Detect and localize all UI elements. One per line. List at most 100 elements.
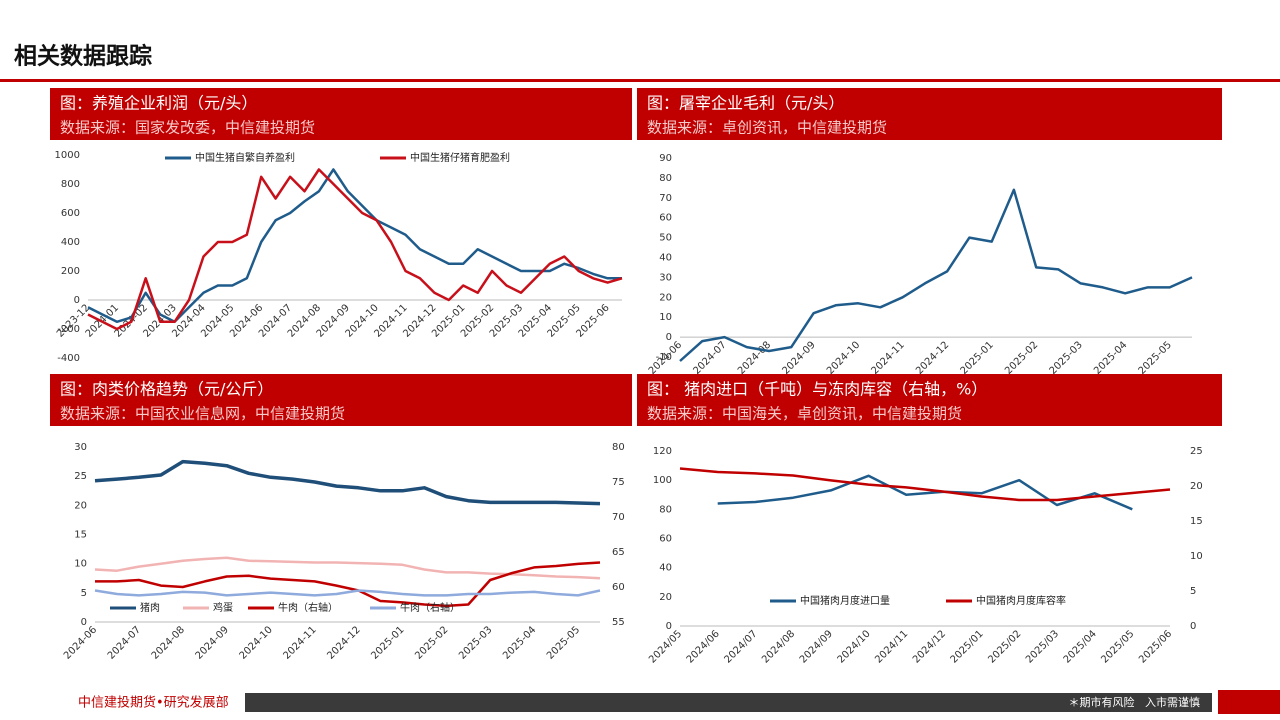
x-tick-label: 2024/06 xyxy=(685,628,722,665)
x-tick-label: 2025-04 xyxy=(501,624,538,661)
y-tick-label: 60 xyxy=(659,213,672,224)
chart-title: 图：养殖企业利润（元/头） xyxy=(60,94,257,113)
x-tick-label: 2024-11 xyxy=(870,340,907,377)
series-line xyxy=(87,168,622,324)
x-tick-label: 2025/04 xyxy=(1062,628,1099,665)
x-tick-label: 2025/02 xyxy=(986,628,1023,665)
y-tick-label: 0 xyxy=(81,617,87,628)
footer-right: ＊期市有风险 入市需谨慎 xyxy=(1069,695,1201,709)
legend-label: 牛肉（右轴） xyxy=(278,601,338,614)
x-tick-label: 2025-01 xyxy=(369,624,406,661)
legend-label: 中国猪肉月度进口量 xyxy=(800,594,890,607)
chart-subtitle: 数据来源：中国农业信息网，中信建投期货 xyxy=(60,405,345,423)
x-tick-label: 2024-10 xyxy=(825,340,862,377)
y-tick-label: 10 xyxy=(659,312,672,323)
x-tick-label: 2024-08 xyxy=(150,624,187,661)
x-tick-label: 2024-12 xyxy=(914,340,951,377)
y-tick-label: 25 xyxy=(74,471,87,482)
y2-tick-label: 80 xyxy=(612,442,625,453)
x-tick-label: 2025-03 xyxy=(1048,340,1085,377)
x-tick-label: 2025-04 xyxy=(1092,340,1129,377)
y-tick-label: 20 xyxy=(659,592,672,603)
y-tick-label: 120 xyxy=(653,446,672,457)
panel-header xyxy=(637,374,1222,426)
y-tick-label: 40 xyxy=(659,253,672,264)
y2-tick-label: 70 xyxy=(612,512,625,523)
y-tick-label: 70 xyxy=(659,193,672,204)
x-tick-label: 2024-12 xyxy=(325,624,362,661)
y-tick-label: -400 xyxy=(57,353,80,364)
header-rule xyxy=(0,79,1280,82)
y2-tick-label: 20 xyxy=(1190,481,1203,492)
y-tick-label: 0 xyxy=(74,295,80,306)
legend-label: 中国猪肉月度库容率 xyxy=(976,594,1066,607)
y-tick-label: 30 xyxy=(659,272,672,283)
x-tick-label: 2025-02 xyxy=(413,624,450,661)
legend-label: 中国生猪自繁自养盈利 xyxy=(195,151,295,164)
x-tick-label: 2025-05 xyxy=(1137,340,1174,377)
y-tick-label: 30 xyxy=(74,442,87,453)
chart-subtitle: 数据来源：中国海关，卓创资讯，中信建投期货 xyxy=(647,405,962,423)
series-line xyxy=(94,556,601,580)
y2-tick-label: 5 xyxy=(1190,586,1196,597)
x-tick-label: 2024-07 xyxy=(106,624,143,661)
legend-label: 中国生猪仔猪育肥盈利 xyxy=(410,151,510,164)
y2-tick-label: 15 xyxy=(1190,516,1203,527)
x-tick-label: 2024-10 xyxy=(238,624,275,661)
y-tick-label: 0 xyxy=(666,621,672,632)
y2-tick-label: 55 xyxy=(612,617,625,628)
y-tick-label: 10 xyxy=(74,559,87,570)
chart-title: 图：屠宰企业毛利（元/头） xyxy=(647,94,844,113)
footer-left: 中信建投期货•研究发展部 xyxy=(78,695,229,711)
y-tick-label: 90 xyxy=(659,153,672,164)
x-tick-label: 2025/06 xyxy=(1137,628,1174,665)
y-tick-label: 60 xyxy=(659,534,672,545)
y-tick-label: 5 xyxy=(81,588,87,599)
panel-header xyxy=(50,374,632,426)
y2-tick-label: 75 xyxy=(612,477,625,488)
footer-bar xyxy=(245,693,1212,712)
series-line xyxy=(94,459,601,506)
y-tick-label: 100 xyxy=(653,475,672,486)
y-tick-label: 20 xyxy=(74,500,87,511)
x-tick-label: 2025/05 xyxy=(1099,628,1136,665)
y2-tick-label: 60 xyxy=(612,582,625,593)
x-tick-label: 2024/07 xyxy=(722,628,759,665)
y2-tick-label: 10 xyxy=(1190,551,1203,562)
series-line xyxy=(87,168,623,331)
y-tick-label: 80 xyxy=(659,173,672,184)
chart-title: 图：肉类价格趋势（元/公斤） xyxy=(60,380,273,399)
y2-tick-label: 65 xyxy=(612,547,625,558)
x-tick-label: 2024/11 xyxy=(873,628,910,665)
legend-label: 牛肉（右轴） xyxy=(400,601,460,614)
x-tick-label: 2025/03 xyxy=(1024,628,1061,665)
x-tick-label: 2024-09 xyxy=(780,340,817,377)
x-tick-label: 2024-06 xyxy=(62,624,99,661)
y-tick-label: 80 xyxy=(659,504,672,515)
y-tick-label: 400 xyxy=(61,237,80,248)
y-tick-label: 20 xyxy=(659,292,672,303)
x-tick-label: 2024/05 xyxy=(647,628,684,665)
x-tick-label: 2024/08 xyxy=(760,628,797,665)
x-tick-label: 2025-01 xyxy=(959,340,996,377)
y-tick-label: 50 xyxy=(659,233,672,244)
y-tick-label: 800 xyxy=(61,179,80,190)
x-tick-label: 2024-11 xyxy=(281,624,318,661)
x-tick-label: 2024/12 xyxy=(911,628,948,665)
x-tick-label: 2024/09 xyxy=(798,628,835,665)
y-tick-label: -200 xyxy=(57,324,80,335)
x-tick-label: 2024-06 xyxy=(647,340,684,377)
y-tick-label: 200 xyxy=(61,266,80,277)
y2-tick-label: 25 xyxy=(1190,446,1203,457)
x-tick-label: 2024-09 xyxy=(194,624,231,661)
y-tick-label: 40 xyxy=(659,563,672,574)
y-tick-label: 15 xyxy=(74,530,87,541)
legend-label: 鸡蛋 xyxy=(213,601,233,614)
panel-header xyxy=(50,88,632,140)
footer-block xyxy=(1218,690,1280,714)
y-tick-label: 0 xyxy=(666,332,672,343)
legend-label: 猪肉 xyxy=(140,601,160,614)
page-title: 相关数据跟踪 xyxy=(14,43,152,70)
series-line xyxy=(94,589,601,597)
